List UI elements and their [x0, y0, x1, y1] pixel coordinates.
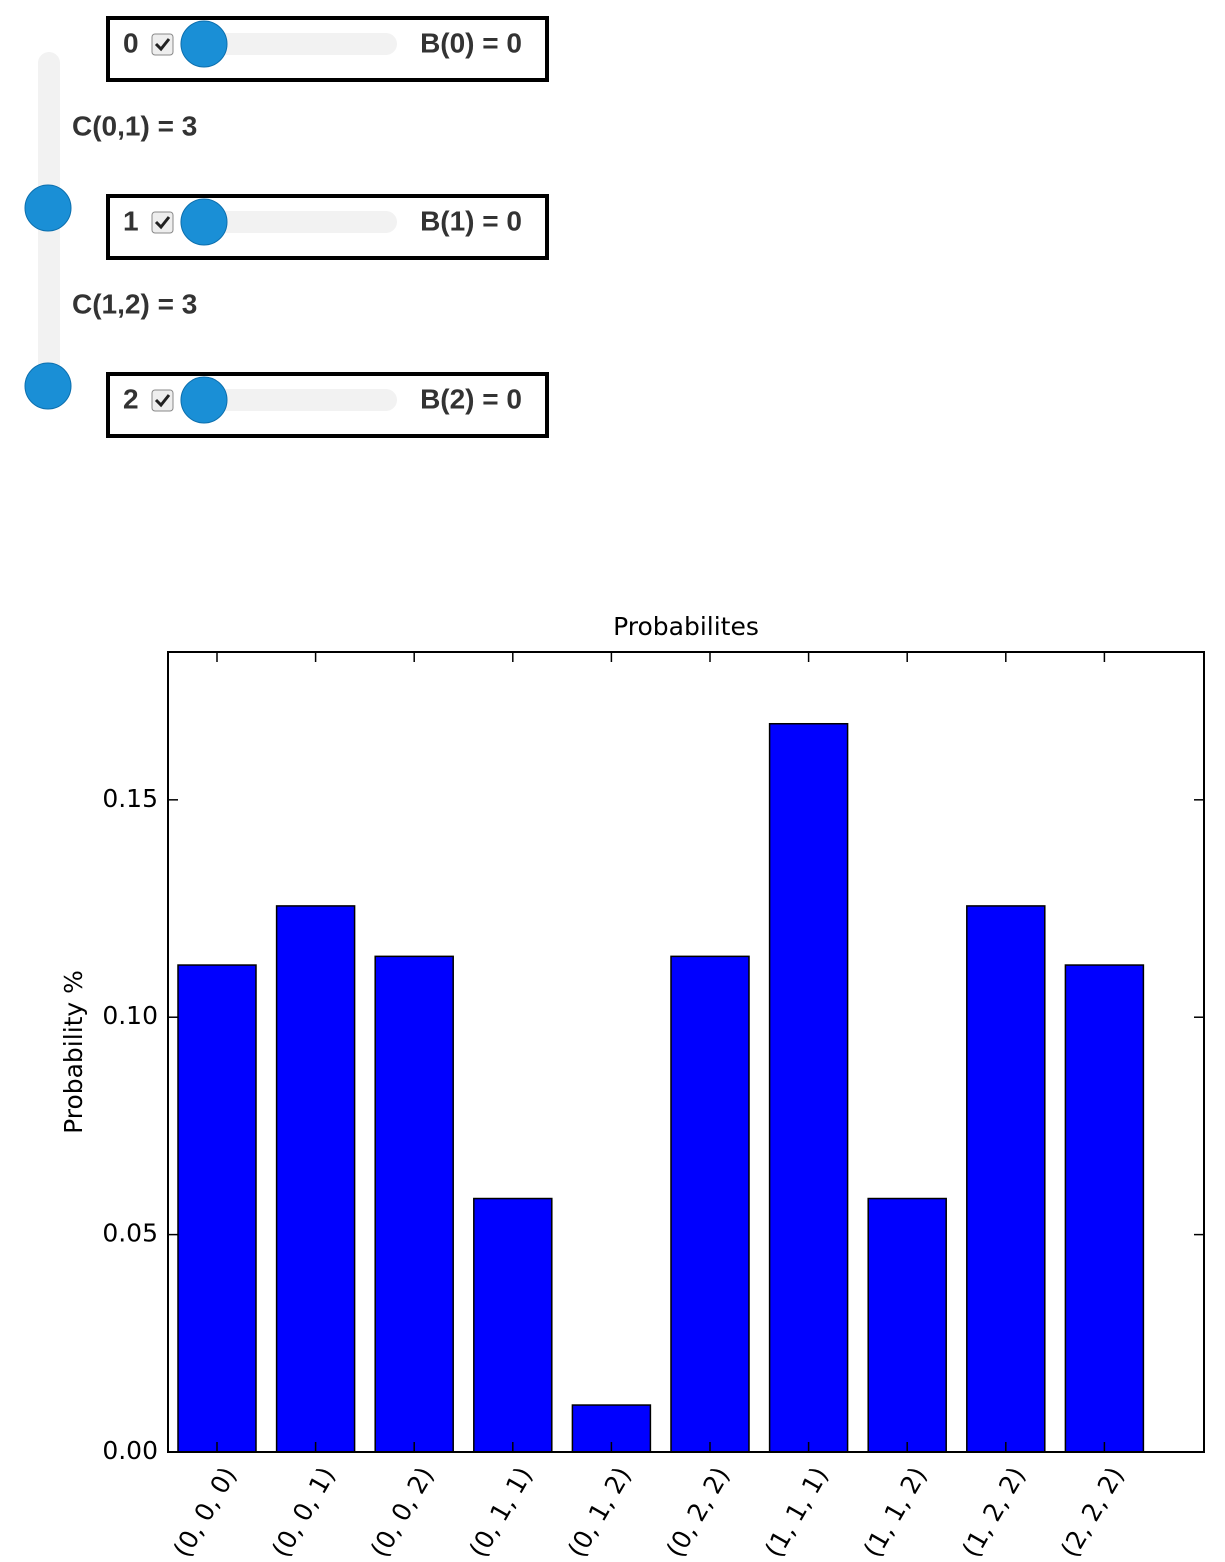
vertical-slider-thumb[interactable] — [24, 362, 72, 410]
row-label: B(0) = 0 — [420, 27, 522, 58]
y-tick-label: 0.15 — [102, 784, 158, 813]
coupling-label: C(1,2) = 3 — [72, 288, 197, 319]
y-axis-label: Probability % — [59, 970, 88, 1134]
x-tick-label: (0, 1, 2) — [562, 1462, 637, 1562]
bar — [768, 722, 849, 1453]
slider-thumb[interactable] — [180, 198, 228, 246]
bar — [473, 1197, 553, 1453]
bar — [670, 955, 750, 1453]
x-tick-label: (1, 2, 2) — [956, 1462, 1031, 1562]
row-index: 2 — [123, 383, 139, 414]
plot-frame — [167, 651, 1205, 1453]
row-box — [106, 16, 549, 82]
slider-track — [180, 33, 397, 55]
y-tick-label: 0.00 — [102, 1436, 158, 1465]
row-label: B(2) = 0 — [420, 383, 522, 414]
bar — [966, 905, 1046, 1453]
slider-thumb[interactable] — [180, 20, 228, 68]
checkbox[interactable] — [151, 33, 174, 56]
x-tick-label: (0, 0, 2) — [365, 1462, 440, 1562]
x-tick-label: (1, 1, 2) — [858, 1462, 933, 1562]
x-tick-label: (2, 2, 2) — [1055, 1462, 1130, 1562]
bar — [1064, 964, 1145, 1453]
chart-title: Probabilites — [613, 612, 759, 641]
row-box — [106, 372, 549, 438]
bar — [374, 955, 454, 1453]
vertical-slider-thumb[interactable] — [24, 184, 72, 232]
checkbox[interactable] — [151, 389, 174, 412]
checkmark — [154, 38, 171, 52]
coupling-label: C(0,1) = 3 — [72, 110, 197, 141]
checkmark — [154, 216, 171, 230]
slider-thumb[interactable] — [180, 376, 228, 424]
row-index: 1 — [123, 205, 139, 236]
row-label: B(1) = 0 — [420, 205, 522, 236]
slider-track — [180, 389, 397, 411]
x-tick-label: (0, 2, 2) — [661, 1462, 736, 1562]
bar — [275, 905, 356, 1453]
row-box — [106, 194, 549, 260]
y-tick-label: 0.05 — [102, 1219, 158, 1248]
bar — [867, 1197, 947, 1453]
x-tick-label: (0, 0, 1) — [266, 1462, 341, 1562]
slider-track — [180, 211, 397, 233]
row-index: 0 — [123, 27, 139, 58]
x-tick-label: (1, 1, 1) — [759, 1462, 834, 1562]
checkbox[interactable] — [151, 211, 174, 234]
y-tick-label: 0.10 — [102, 1001, 158, 1030]
checkmark — [154, 394, 171, 408]
bar — [177, 964, 257, 1453]
x-tick-label: (0, 1, 1) — [463, 1462, 538, 1562]
x-tick-label: (0, 0, 0) — [168, 1462, 243, 1562]
